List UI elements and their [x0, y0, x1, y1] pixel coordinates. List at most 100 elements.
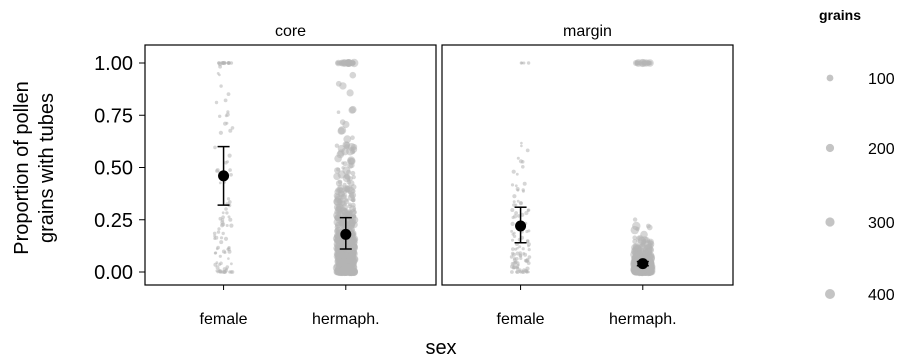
raw-point	[510, 221, 515, 226]
raw-point	[521, 189, 525, 193]
raw-point	[228, 217, 233, 222]
raw-point	[343, 198, 350, 205]
raw-point	[334, 245, 342, 253]
legend-label-400: 400	[868, 287, 895, 304]
legend-key-200	[825, 143, 835, 153]
raw-point	[516, 246, 519, 250]
raw-point	[524, 268, 528, 273]
raw-point	[526, 61, 531, 65]
raw-point	[515, 172, 519, 176]
raw-point	[337, 149, 345, 157]
raw-point	[352, 214, 357, 219]
raw-point	[520, 141, 523, 145]
raw-point	[220, 218, 225, 222]
raw-point	[347, 237, 355, 245]
raw-point	[226, 160, 229, 164]
raw-point	[221, 222, 226, 227]
raw-point	[225, 265, 230, 269]
raw-point	[218, 114, 222, 119]
raw-point	[512, 261, 517, 266]
y-tick-label: 0.00	[94, 262, 133, 284]
raw-point	[227, 249, 232, 254]
legend-label-200: 200	[868, 141, 895, 158]
raw-point	[222, 267, 227, 272]
raw-point	[216, 245, 220, 250]
raw-point	[337, 170, 346, 179]
y-axis-label-line-1: Proportion of pollen	[11, 81, 33, 254]
mean-point	[218, 170, 230, 182]
raw-point	[342, 120, 350, 129]
y-tick-label: 0.25	[94, 210, 133, 232]
raw-point	[525, 239, 530, 243]
mean-marker-margin-female	[514, 206, 527, 244]
raw-point	[221, 249, 226, 254]
raw-point	[352, 239, 357, 244]
raw-point	[219, 236, 224, 240]
legend-title: grains	[819, 7, 861, 23]
raw-point	[635, 269, 640, 275]
raw-point	[341, 166, 345, 170]
raw-point	[350, 197, 356, 203]
raw-point	[512, 234, 517, 238]
y-tick-label: 0.50	[94, 158, 133, 180]
raw-point	[214, 251, 218, 255]
raw-point	[339, 257, 349, 267]
raw-point	[343, 141, 351, 149]
raw-point	[634, 60, 639, 66]
raw-point	[340, 219, 348, 228]
raw-point	[518, 245, 522, 249]
raw-point	[224, 207, 228, 211]
raw-point	[213, 262, 218, 267]
raw-point	[218, 270, 223, 274]
raw-point	[643, 240, 652, 249]
raw-point	[514, 211, 518, 215]
raw-point	[343, 135, 352, 144]
raw-point	[516, 199, 520, 203]
raw-point	[350, 184, 357, 190]
raw-point	[512, 258, 517, 263]
raw-point	[226, 197, 231, 201]
raw-point	[227, 215, 231, 219]
raw-point	[333, 218, 342, 227]
raw-point	[350, 146, 355, 151]
raw-point	[511, 247, 515, 251]
panel-border-core	[144, 44, 437, 286]
raw-point	[227, 153, 232, 158]
raw-point	[218, 254, 222, 258]
raw-point	[221, 211, 225, 215]
raw-point	[518, 201, 523, 206]
raw-point	[343, 252, 348, 257]
raw-point	[510, 251, 515, 256]
raw-point	[527, 229, 531, 233]
facet-label-margin: margin	[563, 23, 612, 40]
raw-point	[229, 223, 234, 228]
raw-point	[643, 249, 649, 255]
legend-key-300	[825, 217, 835, 227]
x-tick-label: female	[200, 311, 248, 328]
legend-key-400	[825, 289, 835, 299]
raw-point	[520, 61, 524, 65]
raw-point	[515, 187, 520, 191]
raw-point	[350, 170, 356, 176]
raw-point	[517, 263, 520, 267]
raw-point	[518, 268, 522, 272]
raw-point	[335, 187, 341, 193]
raw-point	[351, 175, 356, 180]
raw-point	[351, 250, 357, 256]
raw-point	[512, 231, 516, 235]
raw-point	[512, 265, 516, 270]
y-axis-label-line-2: grains with tubes	[36, 93, 58, 243]
raw-point	[516, 156, 520, 160]
raw-point	[346, 169, 352, 175]
raw-point	[216, 72, 220, 75]
raw-point	[223, 236, 229, 241]
raw-point	[646, 224, 653, 231]
raw-point	[228, 270, 232, 274]
facet-label-core: core	[275, 23, 306, 40]
legend-label-100: 100	[868, 71, 895, 88]
raw-point	[516, 214, 521, 218]
raw-point	[229, 173, 233, 177]
raw-point	[218, 130, 223, 135]
raw-point	[225, 211, 229, 215]
